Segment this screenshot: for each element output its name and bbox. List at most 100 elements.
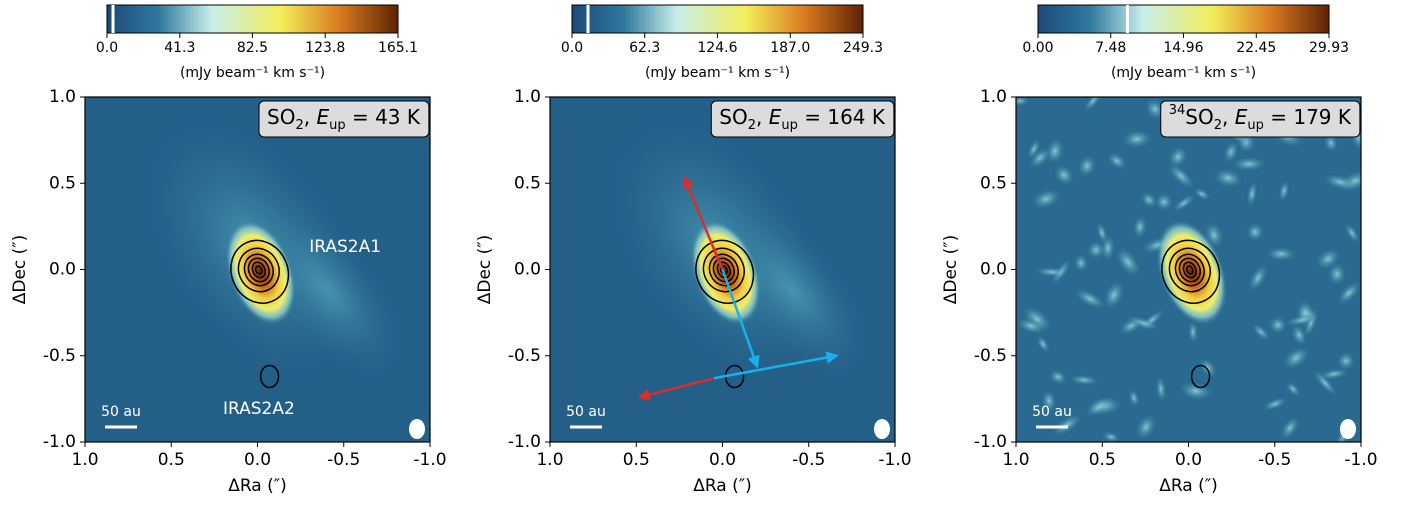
y-axis-label: ΔDec (″) <box>475 235 495 305</box>
outflow-arrow <box>721 269 760 369</box>
y-tick-label: -1.0 <box>974 432 1007 452</box>
noise-speck <box>1132 216 1148 238</box>
noise-speck <box>1135 414 1157 440</box>
contour <box>1182 261 1197 279</box>
noise-speck <box>1199 358 1217 378</box>
label-part: up <box>781 118 798 133</box>
colorbar-tick-label: 0.0 <box>96 40 118 56</box>
colorbar-tick-label: 62.3 <box>629 40 660 56</box>
y-tick-label: 1.0 <box>980 87 1007 107</box>
noise-speck <box>1248 264 1268 292</box>
panel: 0.0 41.3 82.5 123.8 165.1 (mJy beam⁻¹ km s⁻¹)… <box>10 4 447 496</box>
noise-speck <box>1187 321 1199 343</box>
contour <box>1174 253 1205 287</box>
label-box <box>258 100 430 138</box>
contour <box>251 261 266 279</box>
map: 50 au <box>1016 97 1361 442</box>
label-part: , <box>756 105 769 129</box>
colorbar <box>106 4 399 34</box>
noise-speck <box>1035 266 1069 278</box>
y-tick-label: 1.0 <box>514 87 541 107</box>
x-axis-label: ΔRa (″) <box>693 476 752 496</box>
contour <box>1161 239 1221 304</box>
x-tick-label: -1.0 <box>1344 450 1377 470</box>
y-tick-label: 0.0 <box>49 260 76 280</box>
panel-label: 34SO2, Eup = 179 K <box>1169 103 1352 133</box>
colorbar-tick-label: 14.96 <box>1163 40 1203 56</box>
noise-speck <box>1285 381 1301 397</box>
y-axis-label: ΔDec (″) <box>941 235 961 305</box>
contour <box>259 364 280 389</box>
noise-speck <box>1029 147 1051 169</box>
panel: 0.0 62.3 124.6 187.0 249.3 (mJy beam⁻¹ km s⁻¹… <box>475 4 912 496</box>
noise-speck <box>1128 389 1140 407</box>
noise-speck <box>1246 181 1258 207</box>
label-part: = 179 K <box>1264 105 1352 129</box>
noise-speck <box>1016 318 1046 334</box>
noise-speck <box>1319 368 1349 380</box>
x-tick-label: -0.5 <box>792 450 825 470</box>
label-part: SO <box>267 105 295 129</box>
y-tick-label: 0.0 <box>514 260 541 280</box>
noise-speck <box>1083 97 1103 112</box>
label-part: 2 <box>1214 118 1222 133</box>
colorbar-tick-label: 41.3 <box>164 40 195 56</box>
y-tick-label: 0.5 <box>980 173 1007 193</box>
y-tick-label: -0.5 <box>508 346 541 366</box>
scale-bar-label: 50 au <box>1032 404 1072 420</box>
noise-speck <box>1096 222 1108 244</box>
noise-speck <box>1252 323 1270 341</box>
noise-speck <box>1074 288 1106 310</box>
noise-speck <box>1069 374 1099 386</box>
noise-speck <box>1315 248 1341 270</box>
noise-speck <box>1027 138 1041 160</box>
colorbar-tick-label: 123.8 <box>305 40 345 56</box>
noise-speck <box>1022 306 1052 332</box>
x-tick-label: 1.0 <box>536 450 563 470</box>
noise-speck <box>1102 431 1120 442</box>
noise-speck <box>1073 254 1089 272</box>
y-tick-label: 0.5 <box>514 173 541 193</box>
x-tick-label: 0.5 <box>1089 450 1116 470</box>
y-tick-label: -0.5 <box>43 346 76 366</box>
scale-bar-label: 50 au <box>566 404 606 420</box>
colorbar-tick-label: 0.00 <box>1022 40 1053 56</box>
contour <box>1168 247 1211 293</box>
noise-speck <box>1173 194 1195 212</box>
contour <box>1185 265 1194 275</box>
noise-speck <box>1085 397 1113 417</box>
noise-speck <box>1168 146 1188 168</box>
noise-speck <box>1122 129 1152 149</box>
x-axis-label: ΔRa (″) <box>1159 476 1218 496</box>
x-tick-label: 0.0 <box>244 450 271 470</box>
emission-core <box>225 219 297 326</box>
emission-haze <box>711 199 873 380</box>
contour <box>230 239 290 304</box>
x-tick-label: -1.0 <box>878 450 911 470</box>
colorbar-tick-label: 22.45 <box>1236 40 1276 56</box>
beam <box>874 419 890 439</box>
colorbar-tick-label: 187.0 <box>770 40 810 56</box>
scale-bar-label: 50 au <box>101 404 141 420</box>
label-part: E <box>769 105 782 129</box>
x-tick-label: -0.5 <box>1258 450 1291 470</box>
x-axis-label: ΔRa (″) <box>228 476 287 496</box>
x-tick-label: 0.0 <box>1175 450 1202 470</box>
y-tick-label: 0.5 <box>49 173 76 193</box>
noise-speck <box>1269 316 1287 334</box>
noise-speck <box>1223 141 1239 163</box>
y-tick-label: 0.0 <box>980 260 1007 280</box>
noise-speck <box>1313 369 1337 397</box>
noise-speck <box>1262 397 1288 411</box>
noise-speck <box>1107 152 1127 170</box>
label-part: E <box>1235 105 1248 129</box>
noise-speck <box>1140 192 1158 208</box>
noise-speck <box>1041 390 1057 412</box>
colorbar-label: (mJy beam⁻¹ km s⁻¹) <box>645 65 790 81</box>
colorbar-tick-label: 0.0 <box>561 40 583 56</box>
noise-speck <box>1155 376 1167 402</box>
panel-label: SO2, Eup = 164 K <box>719 105 886 134</box>
colorbar-label: (mJy beam⁻¹ km s⁻¹) <box>1111 65 1256 81</box>
noise-speck <box>1337 281 1361 305</box>
